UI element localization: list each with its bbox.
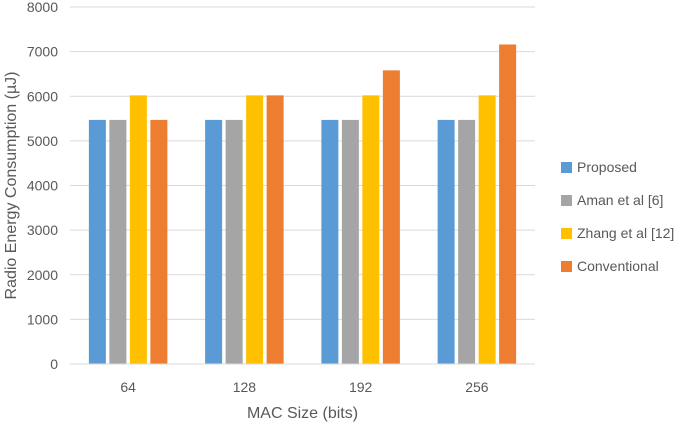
legend-swatch-proposed: [561, 162, 572, 173]
legend-label-proposed: Proposed: [577, 159, 637, 175]
x-axis-tick-labels: 64 128 192 256: [120, 379, 488, 395]
bar-proposed-128: [205, 119, 223, 365]
bar-aman-et-al-6-256: [458, 119, 476, 365]
legend-label-aman-et-al-6: Aman et al [6]: [577, 192, 663, 208]
x-axis-title: MAC Size (bits): [247, 405, 358, 422]
bar-proposed-192: [321, 119, 339, 365]
y-tick-label: 4000: [27, 178, 58, 194]
bar-aman-et-al-6-128: [225, 119, 243, 365]
y-tick-label: 2000: [27, 267, 58, 283]
bar-proposed-64: [88, 119, 106, 365]
y-tick-label: 6000: [27, 88, 58, 104]
bar-zhang-et-al-12-192: [362, 95, 380, 365]
y-tick-label: 0: [50, 356, 58, 372]
x-tick-label: 128: [233, 379, 257, 395]
bar-aman-et-al-6-192: [341, 119, 359, 365]
x-tick-label: 192: [349, 379, 373, 395]
y-axis-title: Radio Energy Consumption (µJ): [3, 72, 20, 300]
legend-swatch-aman-et-al-6: [561, 195, 572, 206]
bar-conventional-128: [266, 95, 284, 365]
y-tick-label: 1000: [27, 311, 58, 327]
bar-conventional-64: [150, 119, 168, 365]
bar-conventional-192: [382, 70, 400, 365]
y-tick-label: 3000: [27, 222, 58, 238]
bar-zhang-et-al-12-128: [246, 95, 264, 365]
y-tick-label: 7000: [27, 44, 58, 60]
bar-proposed-256: [437, 119, 455, 365]
legend-swatch-zhang-et-al-12: [561, 228, 572, 239]
legend-swatch-conventional: [561, 261, 572, 272]
gridlines: [70, 6, 535, 320]
legend-label-conventional: Conventional: [577, 258, 659, 274]
x-tick-label: 256: [465, 379, 489, 395]
legend: Proposed Aman et al [6] Zhang et al [12] Co…: [561, 159, 674, 274]
y-tick-label: 8000: [27, 0, 58, 15]
bar-aman-et-al-6-64: [109, 119, 127, 365]
bar-zhang-et-al-12-256: [478, 95, 496, 365]
legend-label-zhang-et-al-12: Zhang et al [12]: [577, 225, 674, 241]
bar-zhang-et-al-12-64: [129, 95, 147, 365]
bar-conventional-256: [499, 44, 517, 365]
y-tick-label: 5000: [27, 133, 58, 149]
x-tick-label: 64: [120, 379, 136, 395]
bars: [88, 44, 517, 365]
y-axis-ticks: 0 1000 2000 3000 4000 5000 6000 7000 8000: [27, 0, 58, 372]
